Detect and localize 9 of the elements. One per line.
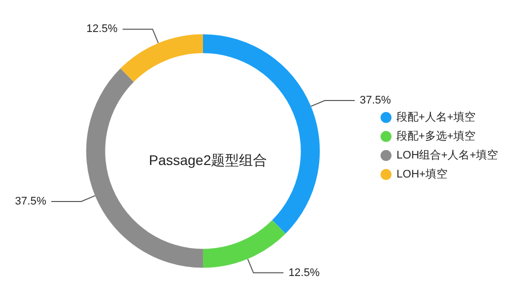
legend-label: LOH+填空 xyxy=(396,168,448,180)
data-label: 12.5% xyxy=(288,266,320,279)
text: Passage2题型组合 xyxy=(148,152,268,168)
legend-label: LOH组合+人名+填空 xyxy=(396,148,498,162)
data-label: 12.5% xyxy=(86,23,118,36)
legend-label: 段配+多选+填空 xyxy=(396,130,476,142)
legend-label: 段配+人名+填空 xyxy=(396,110,476,124)
data-label: 37.5% xyxy=(15,195,46,208)
data-label: 37.5% xyxy=(360,94,392,107)
